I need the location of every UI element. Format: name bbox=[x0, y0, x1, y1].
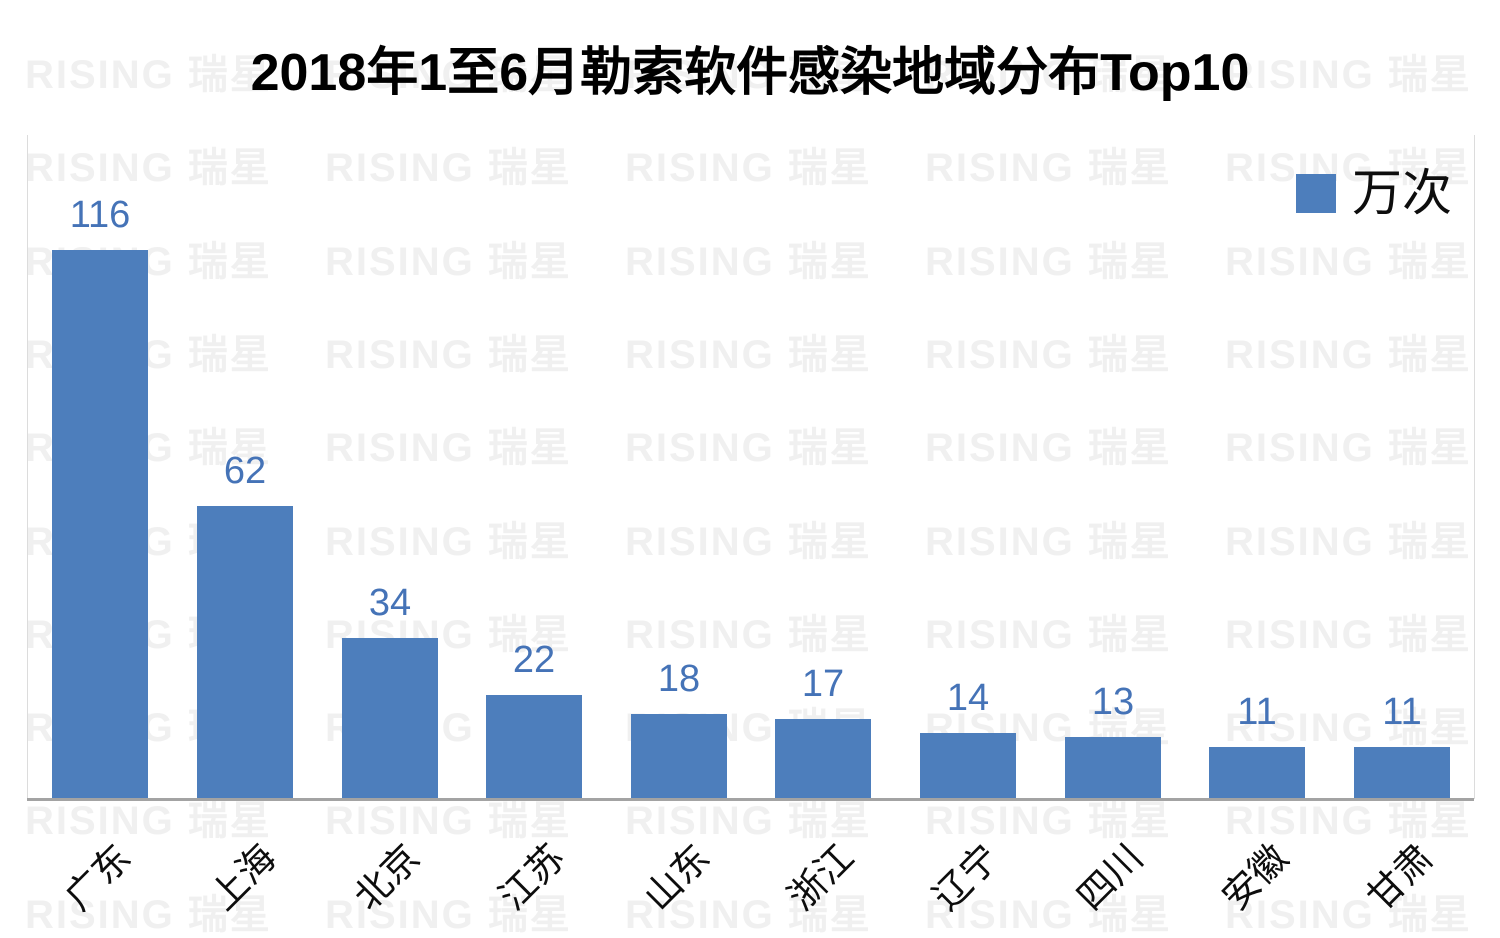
chart-bar bbox=[775, 719, 871, 799]
watermark-text: RISING 瑞星 bbox=[25, 799, 272, 843]
bar-value-label: 34 bbox=[368, 582, 412, 624]
watermark-text: RISING 瑞星 bbox=[925, 146, 1172, 190]
watermark-text: RISING 瑞星 bbox=[925, 53, 1172, 97]
watermark-text: RISING 瑞星 bbox=[25, 53, 272, 97]
chart-bar bbox=[52, 250, 148, 799]
watermark-text: RISING 瑞星 bbox=[625, 240, 872, 284]
x-axis-label: 辽宁 bbox=[925, 836, 1007, 918]
legend: 万次 bbox=[1296, 168, 1452, 218]
watermark-text: RISING 瑞星 bbox=[925, 799, 1172, 843]
chart-bar bbox=[1354, 747, 1450, 799]
bar-value-label: 17 bbox=[801, 663, 845, 705]
bar-value-label: 11 bbox=[1237, 691, 1277, 733]
watermark-text: RISING 瑞星 bbox=[1225, 613, 1472, 657]
watermark-text: RISING 瑞星 bbox=[325, 799, 572, 843]
watermark-text: RISING 瑞星 bbox=[925, 613, 1172, 657]
watermark-text: RISING 瑞星 bbox=[1225, 146, 1472, 190]
chart-bar bbox=[1209, 747, 1305, 799]
watermark-text: RISING 瑞星 bbox=[925, 520, 1172, 564]
watermark-text: RISING 瑞星 bbox=[925, 240, 1172, 284]
watermark-text: RISING 瑞星 bbox=[325, 893, 572, 937]
x-axis-label: 山东 bbox=[636, 836, 718, 918]
watermark-text: RISING 瑞星 bbox=[325, 240, 572, 284]
watermark-text: RISING 瑞星 bbox=[925, 426, 1172, 470]
bar-value-label: 22 bbox=[512, 639, 556, 681]
watermark-text: RISING 瑞星 bbox=[1225, 333, 1472, 377]
chart-bar bbox=[486, 695, 582, 799]
x-axis-label: 上海 bbox=[202, 836, 284, 918]
watermark-text: RISING 瑞星 bbox=[1225, 240, 1472, 284]
plot-area: 116 62 34 22 18 17 14 13 11 11 bbox=[27, 135, 1475, 799]
watermark-text: RISING 瑞星 bbox=[325, 53, 572, 97]
watermark-text: RISING 瑞星 bbox=[1225, 706, 1472, 750]
watermark-text: RISING 瑞星 bbox=[1225, 426, 1472, 470]
bar-value-label: 18 bbox=[657, 658, 701, 700]
watermark-text: RISING 瑞星 bbox=[925, 893, 1172, 937]
watermark-text: RISING 瑞星 bbox=[625, 520, 872, 564]
x-axis-label: 北京 bbox=[346, 836, 428, 918]
x-axis-label: 四川 bbox=[1069, 836, 1151, 918]
x-axis-line bbox=[27, 798, 1474, 801]
chart-bar bbox=[1065, 737, 1161, 799]
x-axis-label: 甘肃 bbox=[1359, 836, 1441, 918]
watermark-text: RISING 瑞星 bbox=[325, 333, 572, 377]
legend-label: 万次 bbox=[1352, 165, 1452, 221]
legend-swatch-icon bbox=[1296, 173, 1336, 213]
watermark-text: RISING 瑞星 bbox=[325, 146, 572, 190]
bar-value-label: 11 bbox=[1382, 691, 1422, 733]
watermark-text: RISING 瑞星 bbox=[625, 333, 872, 377]
chart-bar bbox=[342, 638, 438, 799]
x-axis-label: 浙江 bbox=[780, 836, 862, 918]
chart-bar bbox=[920, 733, 1016, 799]
watermark-text: RISING 瑞星 bbox=[1225, 799, 1472, 843]
watermark-text: RISING 瑞星 bbox=[625, 426, 872, 470]
bar-value-label: 62 bbox=[223, 450, 267, 492]
chart-bar bbox=[197, 506, 293, 799]
watermark-text: RISING 瑞星 bbox=[1225, 520, 1472, 564]
x-axis-label: 安徽 bbox=[1214, 836, 1296, 918]
chart-bar bbox=[631, 714, 727, 799]
watermark-text: RISING 瑞星 bbox=[925, 333, 1172, 377]
watermark-text: RISING 瑞星 bbox=[625, 893, 872, 937]
chart-title: 2018年1至6月勒索软件感染地域分布Top10 bbox=[250, 44, 1250, 102]
watermark-text: RISING 瑞星 bbox=[325, 520, 572, 564]
watermark-text: RISING 瑞星 bbox=[325, 426, 572, 470]
bar-value-label: 116 bbox=[69, 194, 131, 236]
watermark-text: RISING 瑞星 bbox=[625, 799, 872, 843]
watermark-text: RISING 瑞星 bbox=[25, 146, 272, 190]
watermark-text: RISING 瑞星 bbox=[625, 613, 872, 657]
watermark-text: RISING 瑞星 bbox=[1225, 893, 1472, 937]
bar-value-label: 13 bbox=[1091, 681, 1135, 723]
x-axis-label: 江苏 bbox=[491, 836, 573, 918]
watermark-text: RISING 瑞星 bbox=[25, 893, 272, 937]
watermark-text: RISING 瑞星 bbox=[625, 146, 872, 190]
bar-value-label: 14 bbox=[946, 677, 990, 719]
x-axis-label: 广东 bbox=[57, 836, 139, 918]
watermark-text: RISING 瑞星 bbox=[1225, 53, 1472, 97]
watermark-text: RISING 瑞星 bbox=[625, 53, 872, 97]
